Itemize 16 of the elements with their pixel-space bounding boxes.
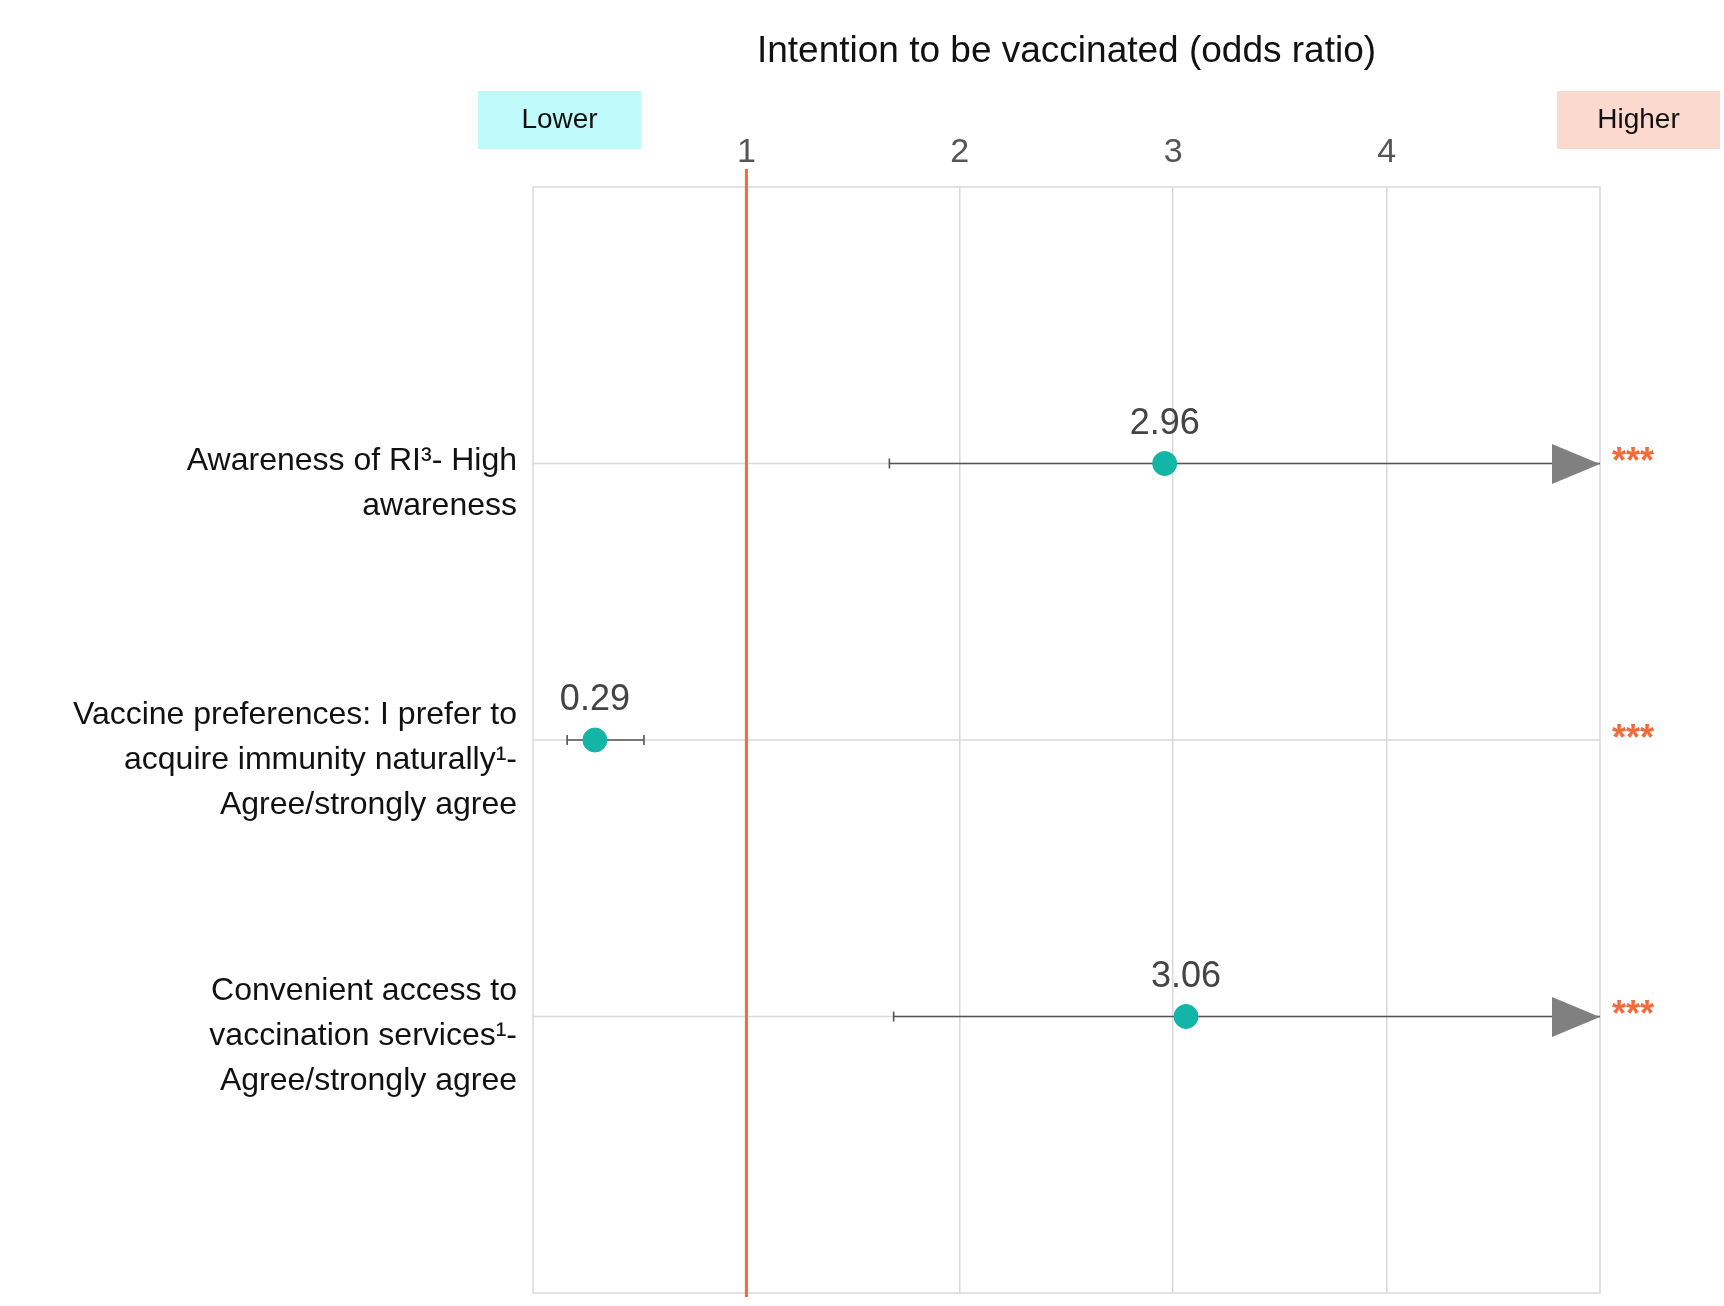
x-tick-label: 1: [736, 130, 756, 169]
text: ***: [1612, 716, 1655, 758]
y-tick-label: Convenient access to vaccination services¹- Agree/strongly agree: [209, 971, 517, 1098]
data-label: 3.06: [1150, 953, 1222, 995]
text: ***: [1612, 440, 1655, 482]
data-label: 0.29: [559, 677, 630, 718]
x-axis-title: Intention to be vaccinated (odds ratio): [756, 29, 1377, 71]
text: Higher: [1597, 102, 1680, 134]
y-tick-label: Awareness of RI³- High awareness: [186, 440, 517, 522]
data-label: 2.96: [1129, 400, 1200, 442]
text: Lower: [521, 102, 598, 134]
y-tick-label: Vaccine preferences: I prefer to acquire immunity naturally¹- Agree/strongly agree: [72, 694, 517, 821]
x-tick-label: 3: [1163, 130, 1183, 169]
x-tick-label: 4: [1377, 130, 1397, 169]
x-tick-label: 2: [950, 130, 970, 169]
text: ***: [1612, 993, 1655, 1035]
